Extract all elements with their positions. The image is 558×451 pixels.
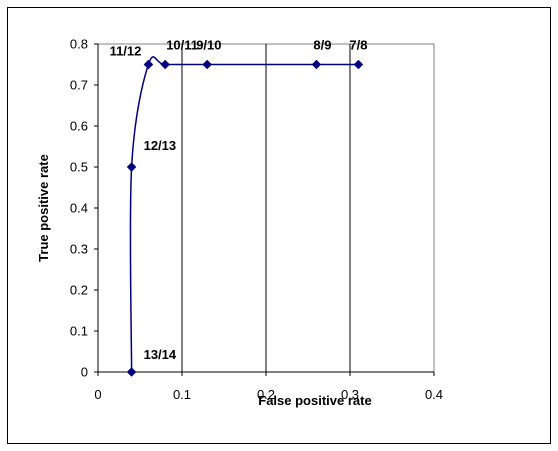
x-tick-label-0: 0 <box>94 387 101 402</box>
data-point-3 <box>160 59 171 70</box>
y-tick-label-8: 0.8 <box>70 37 88 52</box>
point-label-0: 13/14 <box>144 347 177 362</box>
data-point-1 <box>126 162 137 172</box>
tick-labels: 0 0.1 0.2 0.3 0.4 0.5 0.6 0.7 0.8 0 0.1 0.2 0.3 0.4 <box>70 37 443 403</box>
grid-lines <box>181 44 351 372</box>
point-label-2: 11/12 <box>110 44 142 59</box>
point-label-4: 9/10 <box>196 38 221 53</box>
x-tick-label-2: 0.2 <box>257 387 275 402</box>
data-point-5 <box>311 59 322 70</box>
point-label-1: 12/13 <box>144 138 177 153</box>
y-tick-label-3: 0.3 <box>70 242 88 257</box>
series <box>126 56 364 377</box>
point-labels: 13/14 12/13 11/12 10/119/10 8/9 7/8 <box>110 38 368 363</box>
x-axis-title: False positive rate <box>258 393 371 408</box>
point-label-3: 10/11 <box>166 38 198 53</box>
y-tick-label-5: 0.5 <box>70 160 88 175</box>
y-tick-label-2: 0.2 <box>70 283 88 298</box>
y-tick-label-6: 0.6 <box>70 119 88 134</box>
x-tick-label-1: 0.1 <box>173 387 191 402</box>
point-label-6: 7/8 <box>349 38 367 53</box>
y-tick-label-4: 0.4 <box>70 201 88 216</box>
axes <box>94 43 435 376</box>
y-tick-label-1: 0.1 <box>70 324 88 339</box>
x-tick-label-3: 0.3 <box>341 387 359 402</box>
point-label-5: 8/9 <box>313 38 331 53</box>
data-point-2 <box>143 59 154 70</box>
y-tick-label-7: 0.7 <box>70 78 88 93</box>
roc-curve-line <box>129 56 359 373</box>
data-point-4 <box>202 59 213 70</box>
x-tick-label-4: 0.4 <box>425 387 443 402</box>
data-point-0 <box>126 367 137 377</box>
y-tick-label-0: 0 <box>81 365 88 380</box>
y-axis-title: True positive rate <box>36 154 51 262</box>
data-point-6 <box>353 59 364 70</box>
